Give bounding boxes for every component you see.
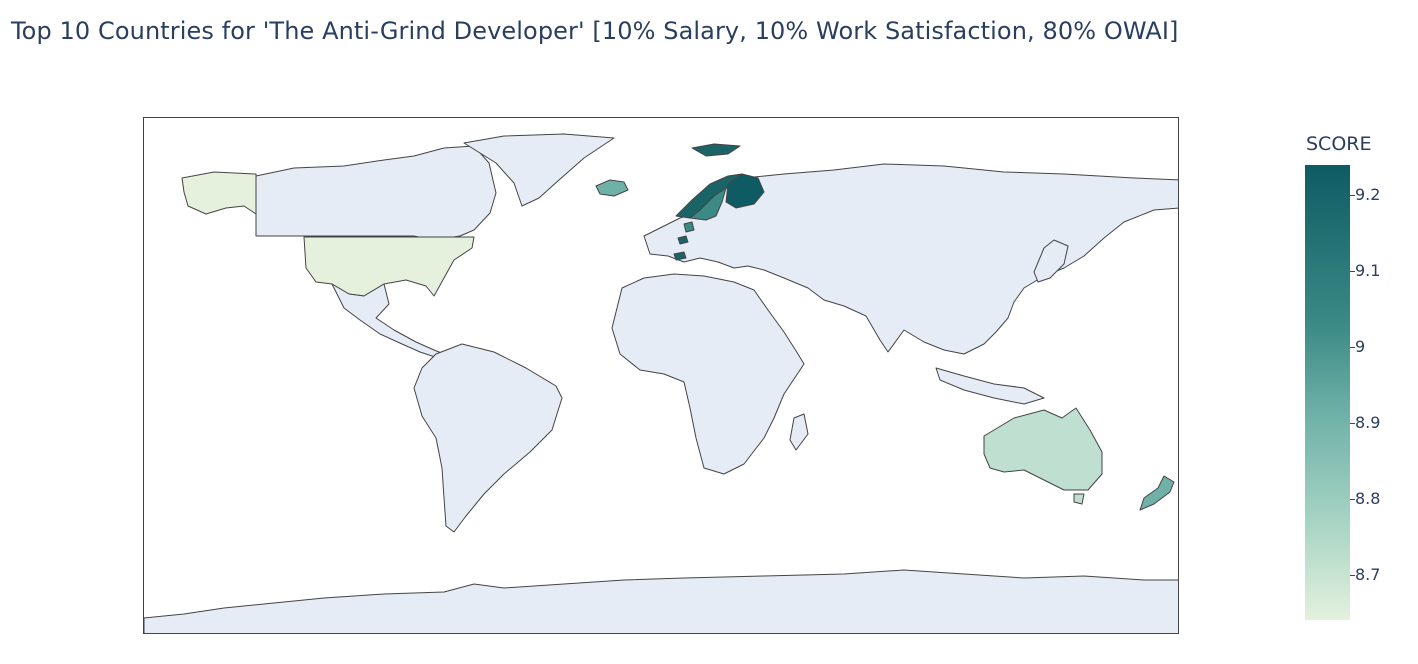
country-switzerland[interactable] bbox=[673, 251, 687, 261]
colorbar-tick-label: 8.8 bbox=[1355, 489, 1381, 508]
world-map[interactable] bbox=[143, 117, 1179, 634]
colorbar-gradient bbox=[1305, 165, 1350, 620]
colorbar-tickmark bbox=[1350, 271, 1355, 272]
chart-title: Top 10 Countries for 'The Anti-Grind Dev… bbox=[11, 17, 1179, 45]
colorbar-title: SCORE bbox=[1306, 133, 1372, 155]
country-svalbard[interactable] bbox=[691, 143, 741, 157]
country-africa[interactable] bbox=[611, 273, 805, 475]
country-greenland[interactable] bbox=[463, 133, 615, 207]
colorbar-tickmark bbox=[1350, 575, 1355, 576]
country-australia[interactable] bbox=[983, 407, 1103, 491]
country-finland[interactable] bbox=[725, 173, 765, 209]
country-netherlands[interactable] bbox=[677, 235, 689, 245]
colorbar-tick-label: 9.2 bbox=[1355, 185, 1381, 204]
country-new-zealand[interactable] bbox=[1139, 475, 1175, 511]
map-svg bbox=[144, 133, 1179, 634]
country-antarctica[interactable] bbox=[144, 569, 1179, 634]
country-denmark[interactable] bbox=[683, 221, 695, 233]
colorbar-tick-label: 8.9 bbox=[1355, 413, 1381, 432]
colorbar-tickmark bbox=[1350, 499, 1355, 500]
country-mexico[interactable] bbox=[331, 283, 445, 359]
country-japan[interactable] bbox=[1033, 239, 1069, 283]
country-madagascar[interactable] bbox=[789, 413, 809, 451]
country-iceland[interactable] bbox=[595, 179, 629, 197]
colorbar-tickmark bbox=[1350, 423, 1355, 424]
colorbar-tick-label: 9.1 bbox=[1355, 261, 1381, 280]
country-indonesia[interactable] bbox=[935, 367, 1045, 405]
country-usa-alaska[interactable] bbox=[181, 171, 257, 215]
country-south-america[interactable] bbox=[413, 343, 563, 533]
country-canada[interactable] bbox=[255, 145, 497, 241]
colorbar-tick-label: 9 bbox=[1355, 337, 1366, 356]
country-sweden[interactable] bbox=[689, 187, 727, 221]
colorbar-tickmark bbox=[1350, 347, 1355, 348]
country-usa[interactable] bbox=[303, 236, 475, 297]
country-australia-tasmania[interactable] bbox=[1073, 493, 1085, 505]
colorbar-tick-label: 8.7 bbox=[1355, 565, 1381, 584]
colorbar-tickmark bbox=[1350, 195, 1355, 196]
country-eurasia[interactable] bbox=[643, 163, 1179, 355]
